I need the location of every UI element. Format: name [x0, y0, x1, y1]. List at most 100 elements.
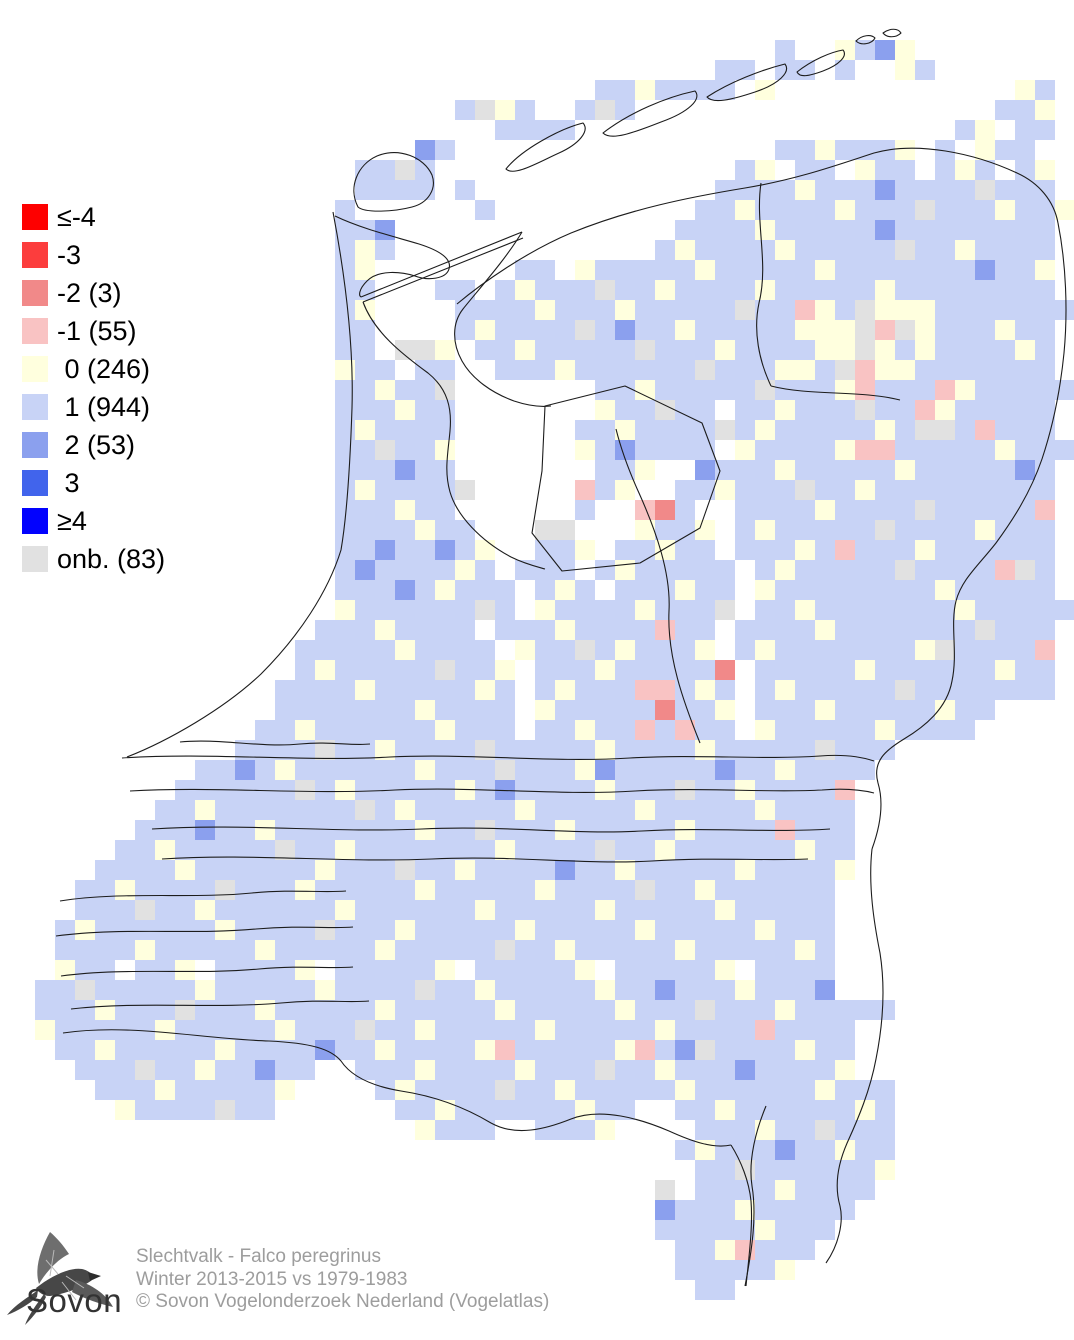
map-cell	[695, 240, 715, 260]
map-cell	[995, 660, 1015, 680]
legend-item: ≤-4	[22, 203, 165, 230]
boundary-path	[161, 856, 809, 863]
map-cell	[715, 60, 735, 80]
map-cell	[215, 760, 235, 780]
map-cell	[675, 660, 695, 680]
map-cell	[1055, 440, 1074, 460]
map-cell	[555, 1040, 575, 1060]
map-cell	[355, 540, 375, 560]
map-cell	[155, 1100, 175, 1120]
legend-swatch	[22, 432, 48, 458]
map-cell	[815, 840, 835, 860]
map-cell	[635, 300, 655, 320]
map-cell	[635, 940, 655, 960]
map-cell	[275, 760, 295, 780]
map-cell	[815, 520, 835, 540]
map-cell	[535, 840, 555, 860]
map-cell	[855, 1080, 875, 1100]
map-cell	[775, 1200, 795, 1220]
map-cell	[575, 860, 595, 880]
map-cell	[935, 280, 955, 300]
map-cell	[635, 1020, 655, 1040]
map-cell	[215, 940, 235, 960]
map-cell	[115, 840, 135, 860]
map-cell	[755, 380, 775, 400]
map-cell	[955, 660, 975, 680]
map-cell	[755, 580, 775, 600]
map-cell	[275, 900, 295, 920]
map-cell	[415, 480, 435, 500]
map-cell	[855, 660, 875, 680]
map-cell	[495, 740, 515, 760]
map-cell	[615, 460, 635, 480]
map-cell	[695, 720, 715, 740]
map-cell	[995, 200, 1015, 220]
map-cell	[835, 860, 855, 880]
map-cell	[535, 360, 555, 380]
map-cell	[415, 1000, 435, 1020]
map-cell	[535, 1080, 555, 1100]
map-cell	[775, 340, 795, 360]
map-cell	[215, 1080, 235, 1100]
map-cell	[315, 840, 335, 860]
map-cell	[755, 700, 775, 720]
map-cell	[275, 800, 295, 820]
map-cell	[1015, 380, 1035, 400]
boundary-path	[744, 1105, 767, 1287]
map-cell	[535, 260, 555, 280]
map-cell	[655, 660, 675, 680]
map-cell	[775, 440, 795, 460]
map-cell	[595, 1100, 615, 1120]
map-cell	[335, 460, 355, 480]
map-cell	[575, 360, 595, 380]
map-cell	[395, 1040, 415, 1060]
map-cell	[815, 820, 835, 840]
map-cell	[355, 320, 375, 340]
map-cell	[395, 480, 415, 500]
map-cell	[875, 1140, 895, 1160]
map-cell	[235, 760, 255, 780]
map-cell	[735, 940, 755, 960]
map-cell	[355, 660, 375, 680]
map-cell	[655, 300, 675, 320]
map-cell	[735, 1000, 755, 1020]
map-cell	[435, 140, 455, 160]
map-cell	[995, 480, 1015, 500]
map-cell	[835, 360, 855, 380]
map-cell	[355, 340, 375, 360]
map-cell	[235, 940, 255, 960]
map-cell	[335, 580, 355, 600]
map-cell	[415, 900, 435, 920]
map-cell	[155, 900, 175, 920]
map-cell	[615, 900, 635, 920]
map-cell	[535, 960, 555, 980]
map-cell	[895, 320, 915, 340]
map-cell	[235, 1100, 255, 1120]
map-cell	[355, 860, 375, 880]
map-cell	[275, 1000, 295, 1020]
map-cell	[415, 1120, 435, 1140]
map-cell	[535, 1020, 555, 1040]
map-cell	[375, 620, 395, 640]
map-cell	[495, 900, 515, 920]
map-cell	[175, 800, 195, 820]
map-cell	[815, 800, 835, 820]
map-cell	[475, 1020, 495, 1040]
map-cell	[835, 640, 855, 660]
map-cell	[835, 240, 855, 260]
map-cell	[415, 580, 435, 600]
map-cell	[555, 660, 575, 680]
map-cell	[375, 760, 395, 780]
map-cell	[975, 700, 995, 720]
map-cell	[515, 100, 535, 120]
map-cell	[495, 1000, 515, 1020]
map-cell	[575, 980, 595, 1000]
boundary-path	[179, 740, 371, 746]
map-cell	[835, 1060, 855, 1080]
map-cell	[715, 1160, 735, 1180]
map-cell	[655, 980, 675, 1000]
boundary-path	[362, 301, 546, 570]
map-cell	[755, 240, 775, 260]
map-cell	[195, 1000, 215, 1020]
map-cell	[435, 540, 455, 560]
